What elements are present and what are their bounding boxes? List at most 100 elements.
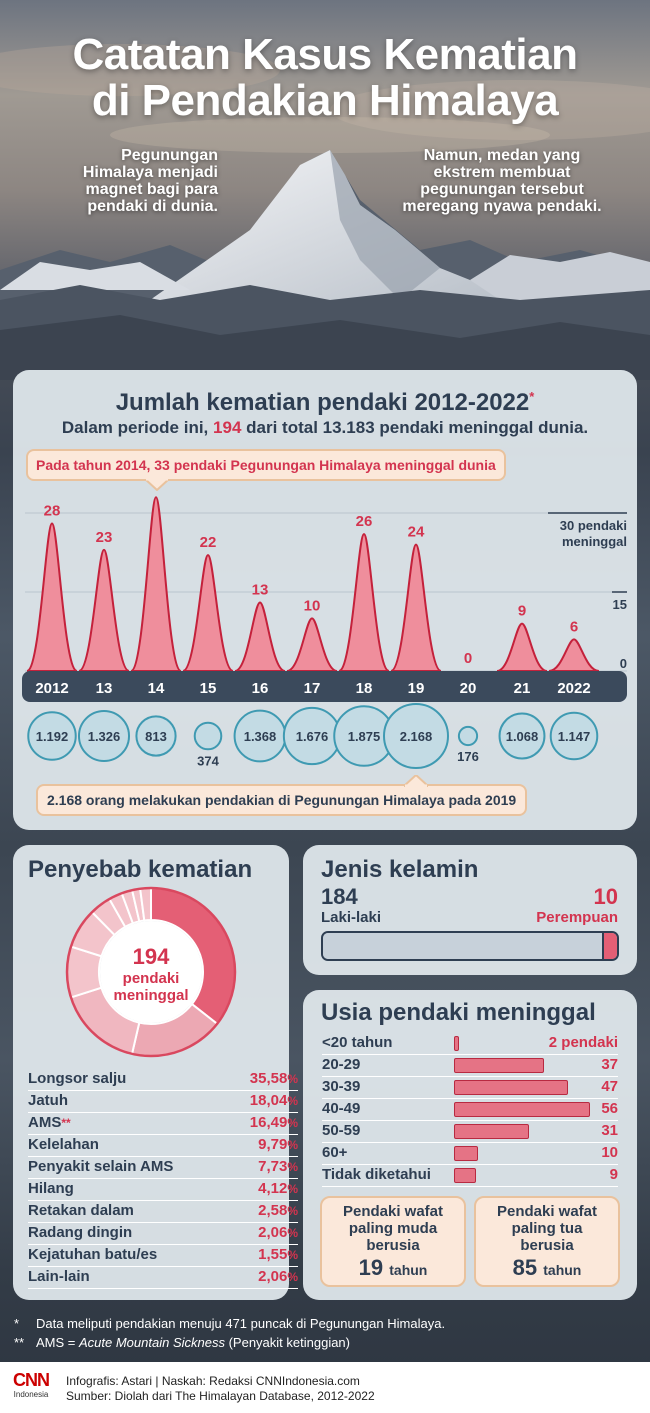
male-label: Laki-laki <box>321 909 382 926</box>
climbers-value-label: 1.326 <box>88 729 121 744</box>
cause-name: Penyakit selain AMS <box>28 1158 174 1175</box>
causes-title: Penyebab kematian <box>28 856 253 883</box>
death-value-label: 6 <box>570 618 578 635</box>
youngest-label-line: berusia <box>366 1237 420 1254</box>
year-label: 20 <box>460 680 477 697</box>
donut-center-label: meninggal <box>113 987 188 1004</box>
axis-top-label-2: meninggal <box>562 534 627 549</box>
age-row: Tidak diketahui 9 <box>322 1165 618 1187</box>
female-bar <box>601 933 617 959</box>
donut-center-value: 194 <box>133 944 170 969</box>
cnn-logo-text: CNN <box>13 1370 50 1390</box>
age-value: 37 <box>601 1056 618 1073</box>
climbers-bubble-15 <box>193 721 223 751</box>
climbers-value-label: 1.368 <box>244 729 277 744</box>
age-row: 50-59 31 <box>322 1121 618 1143</box>
year-label: 19 <box>408 680 425 697</box>
cause-percent: 2,06% <box>258 1224 298 1241</box>
death-value-label: 0 <box>464 650 472 667</box>
age-row: 20-29 37 <box>322 1055 618 1077</box>
age-value: 2 pendaki <box>548 1034 618 1051</box>
cause-percent: 9,79% <box>258 1136 298 1153</box>
cause-percent: 2,06% <box>258 1268 298 1285</box>
year-label: 14 <box>148 680 165 697</box>
footnote-2-post: (Penyakit ketinggian) <box>228 1335 350 1350</box>
cause-name: Hilang <box>28 1180 74 1197</box>
gender-bar <box>321 931 619 961</box>
age-value: 47 <box>601 1078 618 1095</box>
intro-right-line: Namun, medan yang <box>423 147 581 164</box>
percent-sign: % <box>287 1138 298 1152</box>
age-bar <box>454 1168 476 1183</box>
percent-sign: % <box>287 1094 298 1108</box>
age-value: 31 <box>601 1122 618 1139</box>
age-value: 56 <box>601 1100 618 1117</box>
intro-left-line: Pegunungan <box>121 147 218 164</box>
female-count: 10 <box>593 884 618 909</box>
cause-percent: 16,49% <box>249 1114 298 1131</box>
cause-percent: 4,12% <box>258 1180 298 1197</box>
youngest-unit: tahun <box>389 1262 428 1278</box>
death-peak-17 <box>286 617 338 672</box>
year-label: 18 <box>356 680 373 697</box>
age-bar <box>454 1102 590 1117</box>
death-peak-2012 <box>26 522 78 672</box>
youngest-value: 19 <box>358 1255 384 1280</box>
youngest-label-line: Pendaki wafat <box>342 1203 444 1220</box>
climbers-value-label: 374 <box>197 753 219 768</box>
death-value-label: 22 <box>200 534 217 551</box>
page-title-line2: di Pendakian Himalaya <box>91 76 559 125</box>
percent-sign: % <box>287 1160 298 1174</box>
age-row: 40-49 56 <box>322 1099 618 1121</box>
climbers-value-label: 1.192 <box>36 729 69 744</box>
footnote-2: ** AMS = Acute Mountain Sickness (Penyaki… <box>14 1335 350 1351</box>
climbers-value-label: 813 <box>145 729 167 744</box>
female-label: Perempuan <box>536 909 618 926</box>
age-list: <20 tahun 2 pendaki 20-29 37 30-39 47 40-49 56 5… <box>322 1033 618 1191</box>
footnote-1: * Data meliputi pendakian menuju 471 punc… <box>14 1316 445 1332</box>
age-row: 60+ 10 <box>322 1143 618 1165</box>
climbers-bubble-21 <box>498 712 546 760</box>
cause-name: AMS** <box>28 1114 71 1131</box>
age-group-label: 30-39 <box>322 1078 361 1095</box>
climbers-value-label: 1.068 <box>506 729 539 744</box>
year-label: 21 <box>514 680 531 697</box>
climbers-bubble-13 <box>77 709 131 763</box>
cause-name: Radang dingin <box>28 1224 133 1241</box>
percent-sign: % <box>287 1248 298 1262</box>
death-value-label: 13 <box>252 582 269 599</box>
death-peak-15 <box>182 554 234 672</box>
year-label: 2022 <box>557 680 590 697</box>
male-bar <box>323 933 602 959</box>
cause-row: Penyakit selain AMS 7,73% <box>28 1157 298 1179</box>
cause-percent: 35,58% <box>249 1070 298 1087</box>
oldest-box: Pendaki wafat paling tua berusia 85 tahu… <box>474 1196 620 1287</box>
climbers-bubble-20 <box>457 725 479 747</box>
intro-right-line: meregang nyawa pendaki. <box>402 198 602 215</box>
death-peak-14 <box>130 496 182 672</box>
death-peak-2022 <box>548 638 600 672</box>
cause-name: Kelelahan <box>28 1136 99 1153</box>
intro-left-line: magnet bagi para <box>85 181 218 198</box>
intro-left: Pegunungan Himalaya menjadi magnet bagi … <box>18 147 218 215</box>
intro-right-line: ekstrem membuat <box>433 164 571 181</box>
death-value-label: 10 <box>304 597 321 614</box>
axis-top-label-1: 30 pendaki <box>560 518 627 533</box>
donut-center-label: pendaki <box>123 970 180 987</box>
death-peak-18 <box>338 533 390 672</box>
intro-left-line: pendaki di dunia. <box>87 198 218 215</box>
cause-row: AMS** 16,49% <box>28 1113 298 1135</box>
footnote-1-text: Data meliputi pendakian menuju 471 punca… <box>36 1316 446 1331</box>
climbers-value-label: 1.676 <box>296 729 329 744</box>
climbers-value-label: 2.168 <box>400 729 433 744</box>
cnn-logo-sub: Indonesia <box>13 1390 49 1399</box>
footnote-mark: * <box>529 389 535 404</box>
climbers-value-label: 1.147 <box>558 729 591 744</box>
age-group-label: 60+ <box>322 1144 348 1161</box>
age-group-label: 20-29 <box>322 1056 361 1073</box>
death-value-label: 24 <box>408 524 425 541</box>
footer-credit: Infografis: Astari | Naskah: Redaksi CNN… <box>66 1374 360 1388</box>
footnote-2-italic: Acute Mountain Sickness <box>79 1335 225 1350</box>
